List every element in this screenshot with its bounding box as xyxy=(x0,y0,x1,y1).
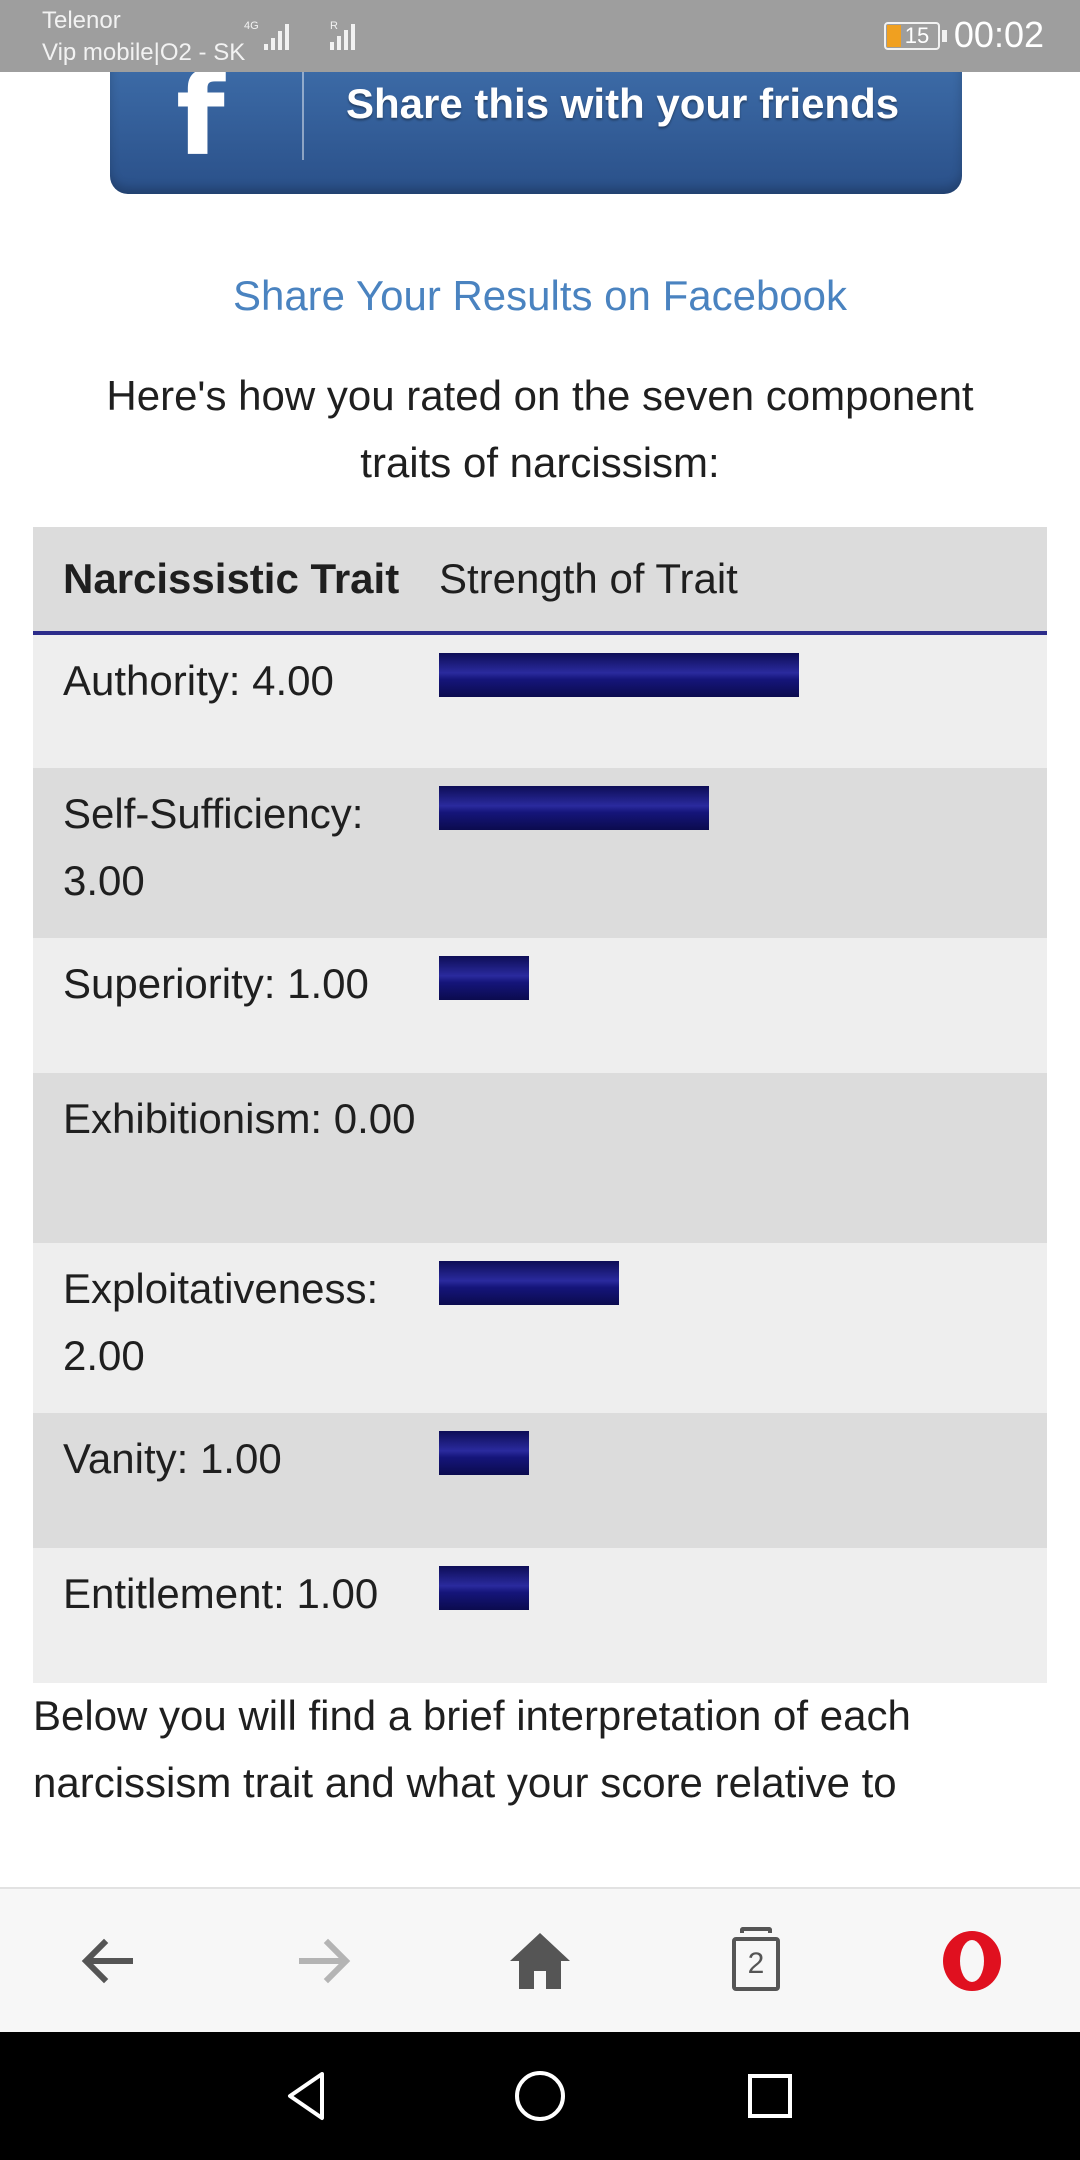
status-bar: Telenor Vip mobile|O2 - SK 4G R 15 00:02 xyxy=(0,0,1080,72)
table-header-row: Narcissistic Trait Strength of Trait xyxy=(33,527,1047,635)
trait-strength-bar xyxy=(439,786,709,830)
battery-icon: 15 xyxy=(884,22,940,50)
table-row: Superiority: 1.00 xyxy=(33,938,1047,1073)
nav-home-icon[interactable] xyxy=(508,2064,572,2128)
trait-label: Exploitativeness: 2.00 xyxy=(33,1243,439,1413)
android-nav-bar xyxy=(0,2032,1080,2160)
trait-strength-bar xyxy=(439,956,529,1000)
battery-level: 15 xyxy=(904,23,930,48)
header-strength: Strength of Trait xyxy=(439,527,1047,635)
traits-table: Narcissistic Trait Strength of Trait Aut… xyxy=(33,527,1047,1683)
table-row: Exploitativeness: 2.00 xyxy=(33,1243,1047,1413)
browser-toolbar: 2 xyxy=(0,1887,1080,2032)
table-row: Vanity: 1.00 xyxy=(33,1413,1047,1548)
table-row: Authority: 4.00 xyxy=(33,633,1047,768)
table-row: Exhibitionism: 0.00 xyxy=(33,1073,1047,1243)
back-arrow-icon[interactable] xyxy=(72,1925,144,1997)
tabs-icon[interactable]: 2 xyxy=(720,1925,792,1997)
trait-strength-bar xyxy=(439,1566,529,1610)
trait-label: Entitlement: 1.00 xyxy=(33,1548,439,1683)
signal-roaming-icon: R xyxy=(330,20,355,50)
banner-divider xyxy=(302,72,304,160)
facebook-f-icon: f xyxy=(176,72,225,181)
trait-strength-bar xyxy=(439,653,799,697)
facebook-share-banner[interactable]: f Share this with your friends xyxy=(110,72,962,194)
svg-text:4G: 4G xyxy=(244,20,259,32)
table-row: Entitlement: 1.00 xyxy=(33,1548,1047,1683)
trait-label: Vanity: 1.00 xyxy=(33,1413,439,1548)
trait-strength-bar xyxy=(439,1431,529,1475)
trait-label: Authority: 4.00 xyxy=(33,633,439,768)
signal-4g-icon: 4G xyxy=(244,20,289,50)
trait-strength-bar xyxy=(439,1261,619,1305)
home-icon[interactable] xyxy=(504,1925,576,1997)
nav-back-icon[interactable] xyxy=(276,2064,340,2128)
clock: 00:02 xyxy=(953,14,1044,55)
carrier-name-secondary: Vip mobile|O2 - SK xyxy=(42,39,246,66)
intro-text: Here's how you rated on the seven compon… xyxy=(106,372,974,486)
trait-label: Self-Sufficiency: 3.00 xyxy=(33,768,439,938)
web-page: f Share this with your friends Share You… xyxy=(0,72,1080,1887)
table-row: Self-Sufficiency: 3.00 xyxy=(33,768,1047,938)
svg-text:R: R xyxy=(330,20,338,32)
trait-label: Superiority: 1.00 xyxy=(33,938,439,1073)
share-results-link[interactable]: Share Your Results on Facebook xyxy=(232,272,848,319)
header-trait: Narcissistic Trait xyxy=(33,527,439,635)
facebook-share-label: Share this with your friends xyxy=(346,80,900,127)
interpretation-text: Below you will find a brief interpretati… xyxy=(33,1692,911,1806)
opera-logo-icon[interactable] xyxy=(936,1925,1008,1997)
tab-count: 2 xyxy=(732,1937,780,1991)
nav-recents-icon[interactable] xyxy=(738,2064,802,2128)
carrier-name-primary: Telenor xyxy=(42,7,121,34)
trait-label: Exhibitionism: 0.00 xyxy=(33,1073,439,1243)
forward-arrow-icon[interactable] xyxy=(288,1925,360,1997)
